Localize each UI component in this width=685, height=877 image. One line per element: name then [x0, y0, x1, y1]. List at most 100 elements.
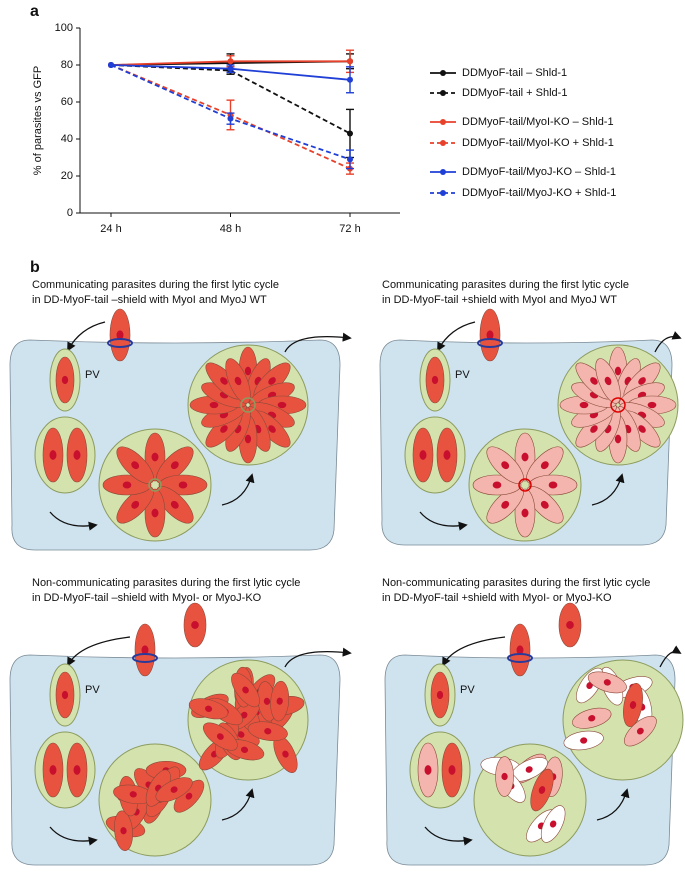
diagram: Non-communicating parasites during the f…: [9, 577, 352, 866]
arrow: [67, 636, 131, 667]
nucleus: [120, 827, 127, 835]
nucleus: [268, 377, 276, 385]
nucleus: [237, 731, 245, 738]
nucleus: [282, 750, 289, 758]
diagram-caption: in DD-MyoF-tail +shield with MyoI- or My…: [382, 592, 612, 604]
legend-marker: [440, 169, 446, 175]
arrow: [596, 788, 630, 821]
nucleus: [521, 508, 529, 518]
diagram-caption: in DD-MyoF-tail –shield with MyoI and My…: [32, 294, 267, 306]
nucleus: [548, 481, 558, 489]
nucleus: [501, 461, 510, 470]
nucleus: [240, 746, 249, 753]
nucleus: [220, 425, 228, 433]
nucleus: [73, 450, 81, 460]
point: [108, 62, 114, 68]
nucleus: [116, 330, 124, 340]
nucleus: [501, 500, 510, 509]
diagram-caption: Non-communicating parasites during the f…: [382, 577, 650, 589]
x-tick-label: 48 h: [220, 223, 241, 235]
nucleus: [636, 727, 644, 735]
legend-label: DDMyoF-tail/MyoI-KO + Shld-1: [462, 137, 614, 149]
nucleus: [638, 377, 646, 385]
arrow: [49, 826, 98, 846]
nucleus: [540, 500, 549, 509]
moving-junction: [477, 338, 503, 348]
residual-body: [240, 397, 256, 413]
nucleus: [629, 701, 637, 709]
nucleus: [614, 434, 622, 444]
legend-marker: [440, 90, 446, 96]
diagram-caption: in DD-MyoF-tail –shield with MyoI- or My…: [32, 592, 262, 604]
arrow: [49, 511, 98, 531]
nucleus: [424, 765, 432, 775]
nucleus: [486, 330, 494, 340]
nucleus: [276, 697, 283, 705]
nucleus: [540, 461, 549, 470]
series-line: [110, 64, 351, 135]
nucleus: [638, 425, 646, 433]
arrow: [284, 647, 352, 668]
panel-label: b: [30, 259, 40, 276]
nucleus: [647, 401, 657, 409]
nucleus: [436, 690, 444, 700]
nucleus: [61, 375, 69, 385]
legend-label: DDMyoF-tail – Shld-1: [462, 67, 567, 79]
arrow: [424, 826, 473, 846]
nucleus: [277, 401, 287, 409]
legend-label: DDMyoF-tail + Shld-1: [462, 87, 567, 99]
y-tick-label: 20: [61, 170, 73, 182]
moving-junction: [507, 653, 533, 663]
nucleus: [604, 376, 612, 386]
nucleus: [73, 765, 81, 775]
legend-marker: [440, 190, 446, 196]
y-tick-label: 60: [61, 96, 73, 108]
diagram-caption: in DD-MyoF-tail +shield with MyoI and My…: [382, 294, 617, 306]
x-tick-label: 24 h: [100, 223, 121, 235]
y-tick-label: 0: [67, 207, 73, 219]
nucleus: [448, 765, 456, 775]
nucleus: [538, 786, 546, 794]
nucleus: [216, 733, 224, 740]
nucleus: [590, 377, 598, 385]
point: [347, 156, 353, 163]
y-tick-label: 100: [55, 22, 73, 34]
nucleus: [170, 461, 179, 470]
nucleus: [141, 645, 149, 655]
diagram: Communicating parasites during the first…: [379, 279, 682, 546]
arrow: [437, 321, 476, 352]
nucleus: [580, 737, 588, 744]
nucleus: [49, 450, 57, 460]
diagram-caption: Communicating parasites during the first…: [382, 279, 629, 291]
arrow: [67, 321, 106, 352]
nucleus: [49, 765, 57, 775]
legend-marker: [440, 70, 446, 76]
nucleus: [61, 690, 69, 700]
panel-label: a: [30, 3, 39, 20]
nucleus: [131, 500, 140, 509]
nucleus: [516, 645, 524, 655]
pv-label: PV: [85, 369, 100, 381]
nucleus: [244, 434, 252, 444]
nucleus: [549, 820, 557, 828]
point: [347, 58, 353, 65]
residual-body: [610, 397, 626, 413]
y-tick-label: 80: [61, 59, 73, 71]
legend-marker: [440, 119, 446, 125]
arrow: [659, 645, 682, 668]
legend-label: DDMyoF-tail/MyoI-KO – Shld-1: [462, 116, 614, 128]
nucleus: [603, 679, 611, 686]
nucleus: [614, 366, 622, 376]
diagram: Communicating parasites during the first…: [9, 279, 352, 551]
moving-junction: [107, 338, 133, 348]
nucleus: [590, 425, 598, 433]
pv-label: PV: [460, 684, 475, 696]
residual-body: [518, 478, 532, 492]
point: [227, 58, 234, 65]
nucleus: [170, 786, 178, 793]
nucleus: [264, 728, 272, 735]
nucleus: [191, 621, 199, 629]
nucleus: [268, 425, 276, 433]
nucleus: [242, 686, 249, 694]
nucleus: [129, 791, 137, 798]
